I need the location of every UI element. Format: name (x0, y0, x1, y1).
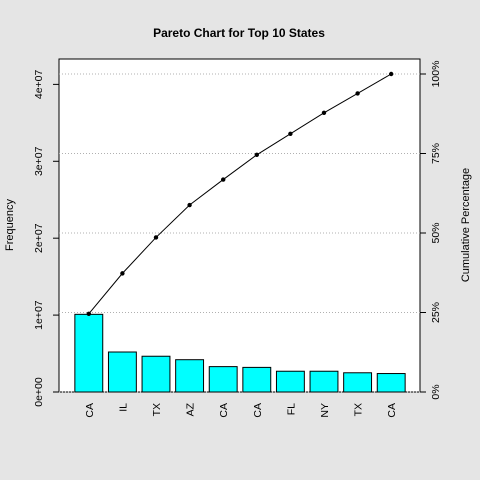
y-tick-label: 2e+07 (33, 223, 45, 253)
chart-title: Pareto Chart for Top 10 States (153, 26, 325, 40)
plot-area (58, 58, 421, 393)
x-tick-label: TX (353, 403, 365, 416)
y-axis-label: Frequency (4, 199, 16, 251)
y-axis-right: 0% 25% 50% 75% 100% (420, 61, 442, 400)
x-tick-label: TX (151, 403, 163, 416)
x-tick-label: NY (319, 403, 331, 418)
cumulative-point (86, 311, 92, 316)
x-axis: CA IL TX AZ CA CA FL NY TX CA (84, 402, 398, 417)
x-tick-label: CA (84, 403, 96, 418)
cumulative-line (86, 71, 394, 316)
bar (175, 359, 205, 393)
cumulative-point (355, 91, 360, 96)
cumulative-point (254, 152, 259, 157)
y-tick-label: 0e+00 (33, 377, 45, 407)
bar (242, 366, 272, 393)
bar (107, 351, 137, 393)
cumulative-point (288, 131, 293, 136)
x-tick-label: AZ (185, 402, 197, 416)
bar (74, 313, 104, 393)
cumulative-point (120, 271, 125, 276)
y-tick-label: 3e+07 (33, 146, 45, 176)
cumulative-point (321, 110, 327, 115)
y-tick-label: 4e+07 (33, 69, 45, 99)
x-tick-label: CA (252, 403, 264, 418)
cumulative-point (389, 71, 394, 77)
cumulative-point (187, 202, 192, 208)
x-tick-label: IL (117, 403, 129, 412)
y-axis-left: 0e+00 1e+07 2e+07 3e+07 4e+07 (33, 69, 59, 407)
y2-tick-label: 50% (430, 222, 442, 243)
y2-tick-label: 75% (430, 143, 442, 164)
y-tick-label: 1e+07 (33, 300, 45, 330)
x-tick-label: CA (386, 403, 398, 418)
y2-tick-label: 25% (430, 302, 442, 323)
y2-tick-label: 0% (430, 384, 442, 399)
bar (275, 370, 305, 393)
x-tick-label: CA (218, 403, 230, 418)
x-tick-label: FL (285, 403, 297, 415)
bar (343, 372, 373, 393)
cumulative-point (221, 177, 226, 182)
bar (208, 366, 238, 393)
bars (74, 313, 406, 393)
y2-axis-label: Cumulative Percentage (460, 168, 472, 282)
bar (309, 370, 339, 393)
cumulative-point (153, 235, 159, 240)
cumulative-polyline (88, 73, 392, 315)
bar (141, 355, 171, 393)
bar (376, 373, 406, 393)
y2-tick-label: 100% (430, 61, 442, 88)
